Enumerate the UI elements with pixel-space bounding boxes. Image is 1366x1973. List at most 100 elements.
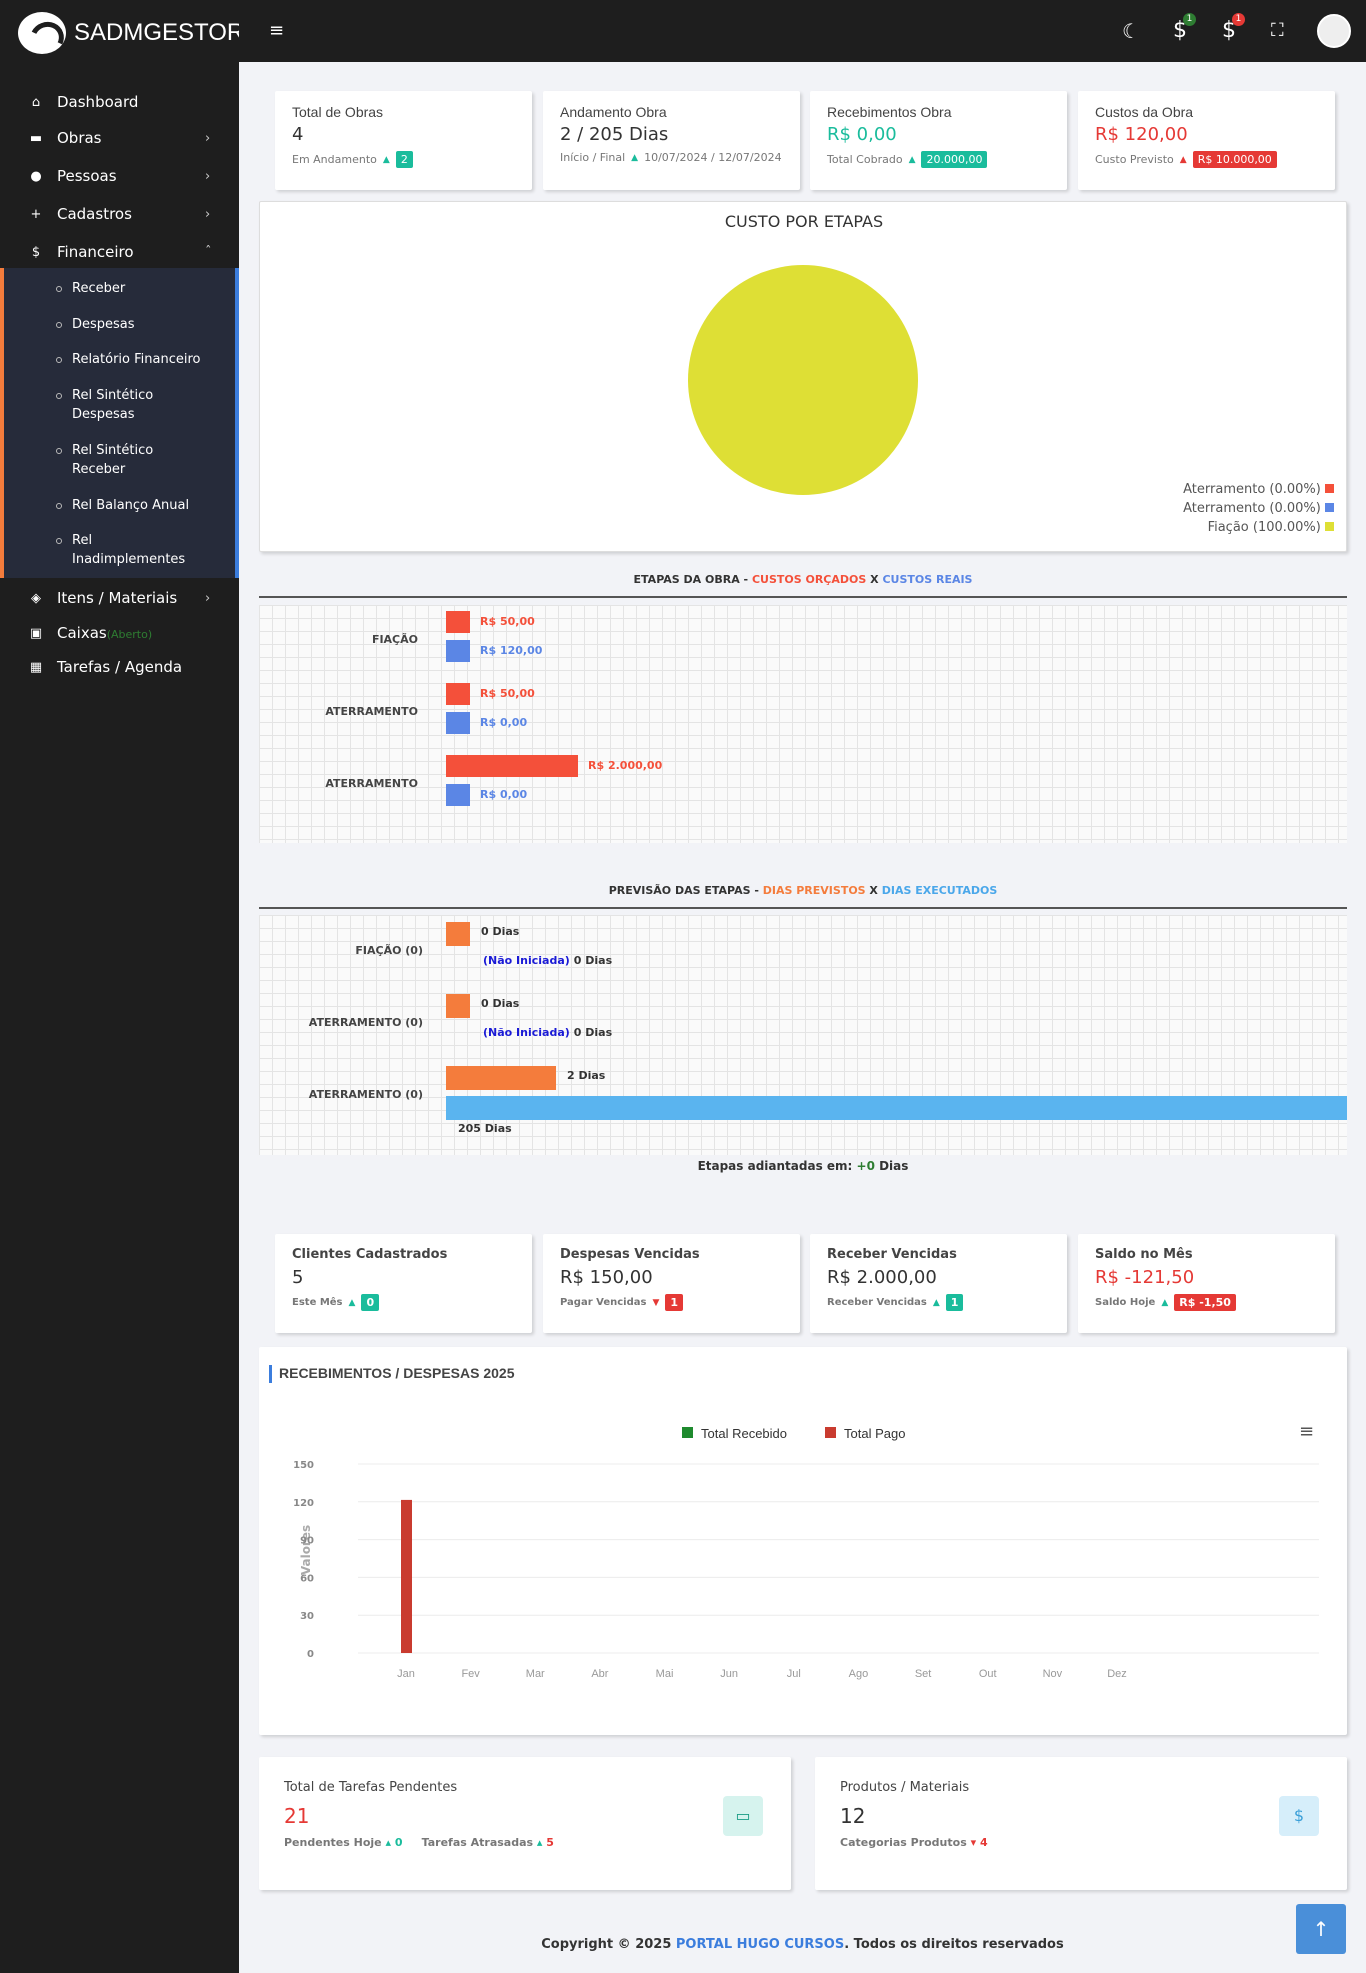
- sidebar-item-tarefas-agenda[interactable]: ▦ Tarefas / Agenda: [0, 657, 239, 677]
- circle-icon: [56, 393, 62, 399]
- caret-up-icon: ▲: [382, 154, 390, 165]
- cost-bar-orcado[interactable]: [446, 611, 470, 633]
- kpi-card-2: Clientes Cadastrados 5 Este Mês ▲ 0: [275, 1234, 532, 1333]
- pendentes-hoje-value: 0: [394, 1836, 403, 1849]
- bar-total-pago[interactable]: [401, 1499, 412, 1653]
- sidebar-item-itens-materiais[interactable]: ◈ Itens / Materiais ›: [0, 588, 239, 608]
- legend-swatch: [1325, 522, 1334, 531]
- prev-footer: Etapas adiantadas em: +0 Dias: [259, 1159, 1347, 1173]
- kpi-card: Total de Obras 4 Em Andamento ▲ 2: [275, 91, 532, 190]
- receber-alert-icon[interactable]: $ 1: [1173, 13, 1196, 44]
- sidebar-item-label: Dashboard: [57, 93, 139, 111]
- cube-icon: ◈: [31, 590, 41, 606]
- cost-title-series1: CUSTOS ORÇADOS: [751, 573, 867, 586]
- sidebar-item-dashboard[interactable]: ⌂ Dashboard: [0, 92, 239, 112]
- dollar-icon[interactable]: $: [1279, 1796, 1319, 1836]
- circle-icon: [56, 286, 62, 292]
- avatar[interactable]: [1317, 14, 1351, 48]
- sidebar-item-label: Tarefas / Agenda: [57, 658, 183, 676]
- kpi-subline: Em Andamento ▲ 2: [292, 151, 413, 168]
- legend-item[interactable]: Fiação (100.00%): [1183, 518, 1334, 537]
- legend-item-recebido[interactable]: Total Recebido: [682, 1426, 787, 1441]
- legend-label: Fiação (100.00%): [1207, 520, 1321, 535]
- sidebar-item-label: Pessoas: [57, 167, 117, 185]
- sidebar-item-financeiro[interactable]: $ Financeiro ˆ: [0, 242, 239, 262]
- prev-chart-title: PREVISÃO DAS ETAPAS - DIAS PREVISTOS X D…: [259, 884, 1347, 897]
- caret-up-icon: ▲: [1161, 1297, 1169, 1308]
- y-tick-label: 0: [307, 1649, 314, 1660]
- tarefas-title: Total de Tarefas Pendentes: [284, 1780, 458, 1795]
- legend-item-pago[interactable]: Total Pago: [825, 1426, 905, 1441]
- prev-bar-previsto[interactable]: [446, 922, 470, 946]
- cost-category-label: FIAÇÃO: [371, 633, 418, 646]
- recdesp-chart: 150 120 90 60 30 0 Jan Fev Mar Abr Mai Jun Jul Ago Set…: [293, 1460, 1319, 1680]
- chevron-right-icon: ›: [205, 590, 211, 606]
- kpi-badge: R$ 10.000,00: [1192, 151, 1277, 168]
- produtos-title: Produtos / Materiais: [840, 1780, 970, 1795]
- kpi-subline: Total Cobrado ▲ 20.000,00: [827, 151, 988, 168]
- divider: [259, 596, 1347, 598]
- logo[interactable]: SADMGESTOR: [18, 12, 244, 54]
- financeiro-submenu: Receber Despesas Relatório Financeiro Re…: [0, 268, 239, 578]
- kpi-title: Receber Vencidas: [827, 1247, 957, 1262]
- dollar-icon: $: [31, 244, 41, 260]
- cost-category-label: ATERRAMENTO: [325, 705, 418, 718]
- kpi-badge: 1: [665, 1294, 684, 1311]
- footer-link[interactable]: PORTAL HUGO CURSOS: [675, 1937, 845, 1952]
- sidebar-item-pessoas[interactable]: ● Pessoas ›: [0, 166, 239, 186]
- submenu-label: Rel Sintético Despesas: [72, 388, 154, 422]
- prev-category-label: FIAÇÃO (0): [355, 944, 423, 957]
- kpi-title: Andamento Obra: [560, 104, 667, 120]
- submenu-label: Receber: [72, 281, 126, 296]
- prev-bar-previsto[interactable]: [446, 994, 470, 1018]
- produtos-card: Produtos / Materiais 12 Categorias Produ…: [815, 1757, 1347, 1890]
- x-tick-label: Ago: [849, 1668, 869, 1680]
- pie-legend: Aterramento (0.00%) Aterramento (0.00%) …: [1183, 480, 1334, 537]
- scroll-top-button[interactable]: ↑: [1296, 1904, 1346, 1954]
- pie-slice-fiacao[interactable]: [688, 265, 918, 495]
- sidebar-item-caixas[interactable]: ▣ Caixas(Aberto): [0, 623, 239, 643]
- prev-bar-previsto[interactable]: [446, 1066, 556, 1090]
- legend-item[interactable]: Aterramento (0.00%): [1183, 499, 1334, 518]
- legend-swatch: [682, 1427, 693, 1438]
- chart-menu-icon[interactable]: ≡: [1299, 1421, 1315, 1442]
- prev-title-series2: DIAS EXECUTADOS: [881, 884, 998, 897]
- shopping-bag-icon[interactable]: ▭: [723, 1796, 763, 1836]
- sidebar-item-obras[interactable]: ▬ Obras ›: [0, 128, 239, 148]
- dark-mode-icon[interactable]: ☾: [1122, 19, 1140, 43]
- kpi-card-2: Receber Vencidas R$ 2.000,00 Receber Venci…: [810, 1234, 1067, 1333]
- cost-bar-real[interactable]: [446, 784, 470, 806]
- prev-footer-value: +0: [856, 1159, 875, 1173]
- menu-toggle-icon[interactable]: ≡: [269, 20, 285, 41]
- kpi-title: Clientes Cadastrados: [292, 1247, 448, 1262]
- cost-bar-orcado[interactable]: [446, 755, 578, 777]
- cost-bar-real[interactable]: [446, 712, 470, 734]
- cost-chart-title: ETAPAS DA OBRA - CUSTOS ORÇADOS X CUSTOS…: [259, 573, 1347, 586]
- cost-bar-real[interactable]: [446, 640, 470, 662]
- sidebar-item-cadastros[interactable]: + Cadastros ›: [0, 204, 239, 224]
- y-tick-label: 30: [300, 1611, 314, 1622]
- kpi-sub-label: Saldo Hoje: [1095, 1297, 1156, 1308]
- tarefas-atrasadas-value: 5: [546, 1836, 554, 1849]
- cost-title-series2: CUSTOS REAIS: [882, 573, 973, 586]
- chevron-up-icon: ˆ: [205, 244, 212, 260]
- executado-days: 0 Dias: [573, 1026, 613, 1039]
- kpi-value: 2 / 205 Dias: [560, 124, 669, 145]
- x-tick-label: Nov: [1043, 1668, 1063, 1680]
- legend-swatch: [825, 1427, 836, 1438]
- cost-bar-orcado[interactable]: [446, 683, 470, 705]
- submenu-label: Rel Sintético Receber: [72, 443, 154, 477]
- kpi-sub-label: Em Andamento: [292, 153, 377, 166]
- legend-item[interactable]: Aterramento (0.00%): [1183, 480, 1334, 499]
- cost-bar-orcado-label: R$ 50,00: [480, 615, 535, 628]
- pagar-alert-icon[interactable]: $ 1: [1222, 13, 1245, 44]
- produtos-subline: Categorias Produtos ▾ 4: [840, 1836, 988, 1849]
- pie-card: CUSTO POR ETAPAS Aterramento (0.00%) Ate…: [259, 201, 1347, 552]
- sidebar: SADMGESTOR ⌂ Dashboard ▬ Obras › ● Pesso…: [0, 0, 244, 1973]
- fullscreen-icon[interactable]: ⛶: [1271, 20, 1284, 41]
- circle-icon: [56, 538, 62, 544]
- prev-bar-executado[interactable]: [446, 1096, 1347, 1120]
- kpi-title: Custos da Obra: [1095, 104, 1194, 120]
- cost-bar-real-label: R$ 120,00: [480, 644, 543, 657]
- kpi-subline: Este Mês ▲ 0: [292, 1294, 380, 1311]
